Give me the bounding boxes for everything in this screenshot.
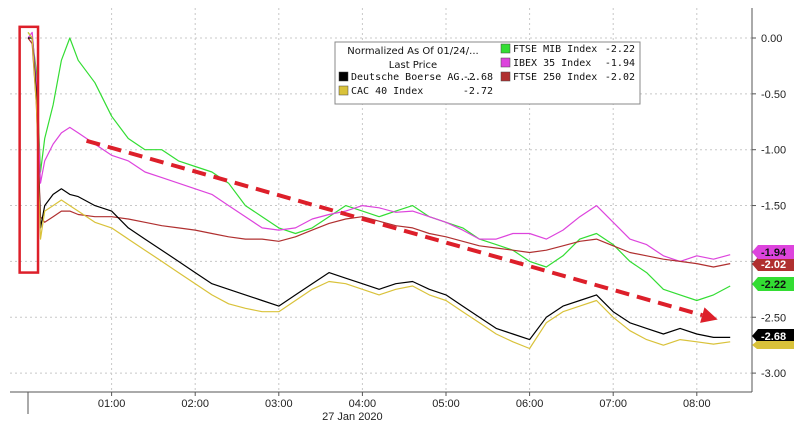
x-tick-label: 07:00 (599, 398, 627, 410)
legend-swatch-dax (338, 71, 349, 82)
badge-label-ftse_mib: -2.22 (761, 279, 786, 291)
badge-label-ftse250: -2.02 (761, 259, 786, 271)
series-line-dax (28, 37, 731, 341)
legend: Normalized As Of 01/24/... Last PriceDeut… (334, 41, 641, 105)
series-line-ftse_mib (27, 32, 731, 302)
legend-swatch-ftse250 (500, 71, 511, 82)
legend-value-cac: -2.72 (463, 86, 493, 97)
legend-swatch-ftse_mib (500, 43, 511, 54)
badge-ftse_mib (752, 277, 794, 291)
trend-arrow-shaft (85, 138, 703, 318)
legend-subtitle: Last Price (389, 60, 437, 71)
x-tick-label: 01:00 (98, 398, 126, 410)
legend-name-dax: Deutsche Boerse AG... (351, 72, 477, 83)
legend-value-dax: -2.68 (463, 72, 493, 83)
legend-title: Normalized As Of 01/24/... (347, 46, 478, 57)
series-line-cac (27, 32, 731, 350)
badge-label-dax: -2.68 (761, 331, 786, 343)
x-axis: 01:00 02:00 03:00 04:00 05:00 06:00 07:00 08:00… (10, 391, 752, 422)
badge-dax (752, 329, 794, 343)
series-line-ftse250 (27, 37, 731, 268)
legend-name-ibex: IBEX 35 Index (513, 58, 591, 69)
y-tick-label: -1.50 (761, 201, 786, 213)
badge-label-ibex: -1.94 (761, 247, 787, 259)
legend-swatch-ibex (500, 57, 511, 68)
badge-cac (752, 341, 794, 349)
x-tick-label: 04:00 (349, 398, 377, 410)
badge-ftse250 (752, 257, 794, 271)
x-tick-label: 05:00 (432, 398, 460, 410)
annotations (18, 25, 718, 323)
x-tick-label: 02:00 (181, 398, 209, 410)
legend-value-ftse250: -2.02 (605, 72, 635, 83)
x-tick-label: 08:00 (683, 398, 711, 410)
legend-box (334, 41, 641, 105)
legend-name-ftse250: FTSE 250 Index (513, 72, 597, 83)
trend-arrow-head (700, 307, 718, 323)
annotation-box (18, 25, 40, 274)
badge-ibex (752, 245, 794, 259)
y-tick-label: -2.50 (761, 312, 786, 324)
y-tick-label: -0.50 (761, 89, 786, 101)
series-line-ibex (27, 31, 731, 262)
legend-name-ftse_mib: FTSE MIB Index (513, 44, 597, 55)
legend-value-ibex: -1.94 (605, 58, 635, 69)
last-value-badges: -2.02-1.94 -2.22 -2.68 (752, 245, 794, 349)
legend-swatch-cac (338, 85, 349, 96)
legend-name-cac: CAC 40 Index (351, 86, 423, 97)
x-tick-label: 03:00 (265, 398, 293, 410)
series-lines (27, 31, 731, 350)
date-label: 27 Jan 2020 (322, 411, 383, 422)
legend-value-ftse_mib: -2.22 (605, 44, 635, 55)
x-tick-label: 06:00 (516, 398, 544, 410)
y-tick-label: 0.00 (761, 33, 782, 45)
y-tick-label: -1.00 (761, 145, 786, 157)
y-tick-label: -3.00 (761, 368, 786, 380)
